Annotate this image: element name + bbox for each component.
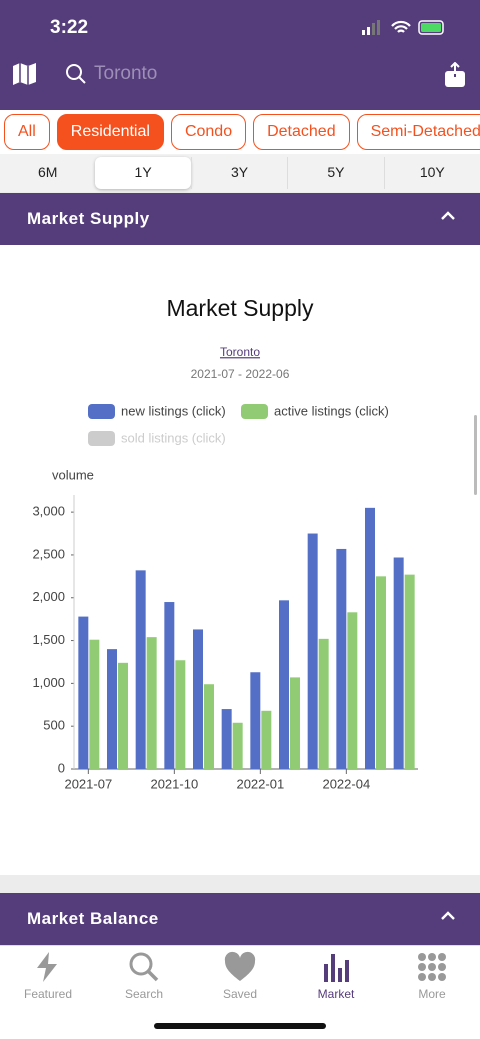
period-tabs: 6M 1Y 3Y 5Y 10Y [0, 154, 480, 192]
status-icons [362, 20, 444, 35]
filter-bar: All Residential Condo Detached Semi-Detached [0, 110, 480, 154]
tab-item[interactable]: Featured [0, 946, 96, 1039]
map-icon[interactable] [12, 62, 38, 86]
bar [318, 638, 329, 769]
y-tick-label: 0 [58, 760, 65, 775]
bar [232, 722, 243, 769]
chevron-up [441, 211, 455, 220]
filter-chip[interactable]: Condo [170, 114, 247, 150]
bar [135, 570, 146, 769]
filter-chip[interactable]: All [4, 114, 50, 150]
scrollbar [474, 415, 477, 495]
search-icon [66, 64, 86, 84]
bar [89, 639, 100, 769]
legend-label: sold listings (click) [121, 430, 226, 445]
filter-chip[interactable]: Semi-Detached [356, 114, 480, 150]
bar [164, 602, 175, 769]
share-icon[interactable] [444, 62, 466, 88]
bar [307, 533, 318, 769]
bar [107, 649, 117, 769]
bar [290, 677, 300, 769]
y-tick-label: 500 [43, 718, 65, 733]
section-header[interactable]: Market Balance [0, 893, 480, 945]
home-indicator [154, 1023, 326, 1029]
filter-chip[interactable]: Residential [56, 114, 164, 150]
bar [204, 684, 214, 769]
search-input[interactable]: Toronto [94, 63, 158, 84]
tab-icon [37, 952, 57, 982]
period-tab[interactable]: 3Y [190, 157, 287, 189]
period-tab[interactable]: 5Y [287, 157, 383, 189]
x-tick-label: 2022-04 [322, 776, 370, 791]
legend-swatch [241, 404, 268, 419]
chart: Market Supply Toronto 2021-07 - 2022-06 … [32, 295, 477, 791]
status-time: 3:22 [50, 17, 89, 38]
chevron-up [441, 911, 455, 920]
legend-label: active listings (click) [274, 403, 389, 418]
bar [250, 672, 261, 769]
legend-swatch [88, 431, 115, 446]
tab-item[interactable]: Market [288, 946, 384, 1039]
tab-icon [224, 951, 256, 981]
tab-item[interactable]: Saved [192, 946, 288, 1039]
bar [221, 709, 232, 769]
bar [365, 507, 375, 769]
bar [279, 600, 289, 769]
chart-subtitle: 2021-07 - 2022-06 [191, 367, 290, 381]
legend-swatch [88, 404, 115, 419]
chart-title: Market Supply [166, 295, 314, 321]
tab-item[interactable]: Search [96, 946, 192, 1039]
bar [336, 548, 347, 769]
tab-icon [129, 952, 159, 982]
bar [175, 660, 186, 769]
x-tick-label: 2021-10 [150, 776, 198, 791]
bar [78, 616, 89, 769]
bar [376, 576, 386, 769]
top-bar [0, 0, 480, 110]
bar [146, 637, 157, 769]
legend-label: new listings (click) [121, 403, 226, 418]
bar [347, 612, 358, 769]
tab-label: More [418, 987, 446, 1001]
tab-label: Market [317, 987, 355, 1001]
y-tick-label: 3,000 [32, 504, 65, 519]
y-tick-label: 1,500 [32, 632, 65, 647]
y-axis-label: volume [52, 467, 94, 482]
tab-label: Search [124, 987, 164, 1001]
tab-label: Saved [222, 987, 258, 1001]
bar [393, 557, 404, 769]
period-tab[interactable]: 10Y [383, 157, 480, 189]
section-header[interactable]: Market Supply [0, 193, 480, 245]
filter-chip[interactable]: Detached [253, 114, 350, 150]
tab-icon [324, 954, 349, 982]
chart-link[interactable]: Toronto [220, 345, 260, 359]
bar [261, 710, 272, 769]
bar [404, 574, 415, 769]
tab-label: Featured [23, 987, 73, 1001]
tab-icon [418, 953, 446, 981]
y-tick-label: 1,000 [32, 675, 65, 690]
y-tick-label: 2,000 [32, 589, 65, 604]
chart-card: Market Supply Toronto 2021-07 - 2022-06 … [0, 245, 480, 875]
bar [118, 662, 128, 769]
tab-item[interactable]: More [384, 946, 480, 1039]
x-tick-label: 2021-07 [64, 776, 112, 791]
period-tab[interactable]: 6M [37, 164, 58, 180]
x-tick-label: 2022-01 [236, 776, 284, 791]
y-tick-label: 2,500 [32, 546, 65, 561]
period-tab[interactable]: 1Y [95, 157, 191, 189]
bar [193, 629, 203, 769]
